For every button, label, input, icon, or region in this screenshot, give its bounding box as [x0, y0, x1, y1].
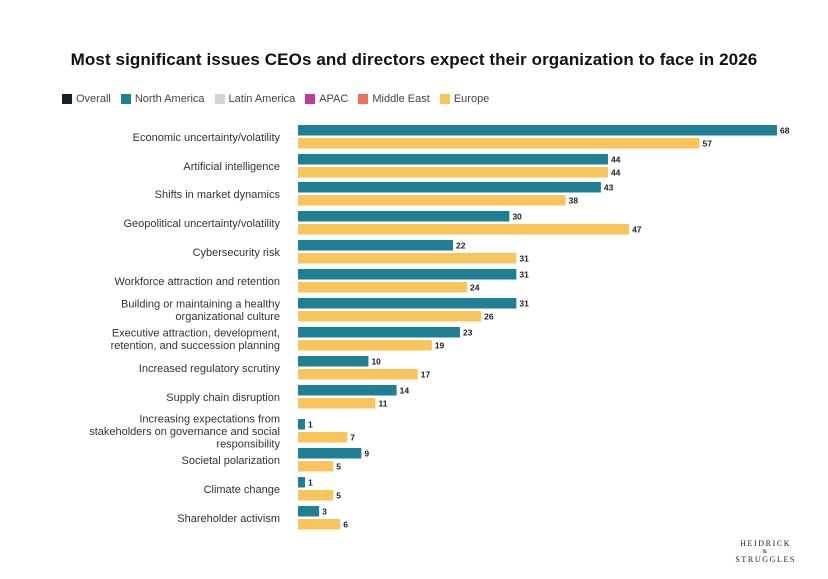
legend-label: North America	[134, 93, 205, 105]
legend-label: Latin America	[228, 93, 296, 105]
bar-north-america	[298, 125, 777, 136]
category-label: Geopolitical uncertainty/volatility	[123, 218, 280, 230]
category-label: Supply chain disruption	[166, 392, 280, 404]
category-label: Shareholder activism	[177, 513, 280, 525]
data-label: 1	[308, 420, 313, 430]
bar-europe	[298, 398, 376, 409]
bar-europe	[298, 282, 468, 293]
data-label: 31	[519, 299, 529, 309]
data-label: 11	[378, 399, 387, 409]
legend-item: Middle East	[358, 93, 430, 105]
bar-europe	[298, 167, 608, 178]
legend-swatch	[439, 94, 450, 104]
logo-line-2: STRUGGLES	[735, 555, 796, 564]
legend-label: Middle East	[372, 93, 430, 105]
bar-north-america	[298, 448, 362, 459]
data-label: 31	[519, 254, 529, 264]
bar-europe	[298, 311, 482, 322]
data-label: 3	[322, 507, 327, 517]
data-label: 24	[470, 283, 480, 293]
category-label: Artificial intelligence	[183, 161, 280, 173]
data-label: 44	[611, 168, 621, 178]
data-label: 17	[421, 370, 431, 380]
bar-north-america	[298, 327, 461, 338]
legend-label: APAC	[319, 93, 349, 105]
data-label: 6	[343, 520, 348, 530]
bar-europe	[298, 432, 348, 443]
bar-europe	[298, 490, 334, 501]
bar-europe	[298, 369, 418, 380]
data-label: 23	[463, 328, 473, 338]
bar-north-america	[298, 419, 306, 430]
bar-north-america	[298, 154, 608, 165]
data-label: 7	[350, 433, 355, 443]
data-label: 22	[456, 241, 466, 251]
bar-north-america	[298, 506, 320, 517]
legend-swatch	[305, 94, 316, 104]
legend-item: Europe	[439, 93, 490, 105]
data-label: 30	[512, 212, 522, 222]
bar-europe	[298, 461, 334, 472]
bar-north-america	[298, 182, 601, 193]
data-label: 38	[569, 196, 579, 206]
category-label: Climate change	[204, 484, 280, 496]
bar-europe	[298, 138, 700, 149]
data-label: 44	[611, 155, 621, 165]
data-label: 9	[364, 449, 369, 459]
category-label: Shifts in market dynamics	[155, 189, 281, 201]
bar-north-america	[298, 356, 369, 367]
legend-swatch	[120, 94, 131, 104]
legend-swatch	[62, 94, 72, 104]
category-label: Increasing expectations from stakeholders…	[89, 413, 280, 450]
logo-line-1: HEIDRICK	[740, 539, 792, 548]
brand-logo: HEIDRICK & STRUGGLES	[735, 539, 796, 565]
data-label: 5	[336, 462, 341, 472]
data-label: 47	[632, 225, 642, 235]
data-label: 57	[703, 139, 713, 149]
bar-europe	[298, 519, 341, 530]
bar-europe	[298, 224, 630, 235]
legend-item: Overall	[62, 93, 111, 105]
data-label: 68	[780, 126, 790, 136]
data-label: 1	[308, 478, 313, 488]
logo-ampersand: &	[762, 549, 769, 555]
bar-north-america	[298, 385, 397, 396]
legend-item: APAC	[305, 93, 348, 105]
data-label: 5	[336, 491, 341, 501]
bar-north-america	[298, 211, 510, 222]
bar-europe	[298, 195, 566, 206]
category-label: Cybersecurity risk	[193, 247, 281, 259]
bar-europe	[298, 253, 517, 264]
category-label: Increased regulatory scrutiny	[139, 363, 281, 375]
category-label: Executive attraction, development, retent…	[111, 328, 280, 353]
legend-label: Overall	[76, 93, 111, 105]
bar-north-america	[298, 477, 306, 488]
data-label: 10	[371, 357, 381, 367]
bar-north-america	[298, 269, 517, 280]
bar-north-america	[298, 298, 517, 309]
category-label: Economic uncertainty/volatility	[133, 132, 281, 144]
bar-europe	[298, 340, 432, 351]
chart-legend: Overall North America Latin America APAC Mid…	[62, 93, 489, 105]
data-label: 26	[484, 312, 494, 322]
bar-north-america	[298, 240, 453, 251]
data-label: 14	[400, 386, 410, 396]
legend-swatch	[358, 94, 369, 104]
legend-item: Latin America	[214, 93, 296, 105]
category-label: Societal polarization	[182, 455, 280, 467]
chart-title: Most significant issues CEOs and directo…	[70, 50, 758, 69]
data-label: 43	[604, 183, 614, 193]
category-label: Workforce attraction and retention	[115, 276, 281, 288]
data-label: 31	[519, 270, 529, 280]
legend-swatch	[214, 94, 225, 104]
data-label: 19	[435, 341, 445, 351]
legend-label: Europe	[453, 93, 490, 105]
category-label: Building or maintaining a healthy organiz…	[121, 299, 280, 324]
legend-item: North America	[120, 93, 205, 105]
